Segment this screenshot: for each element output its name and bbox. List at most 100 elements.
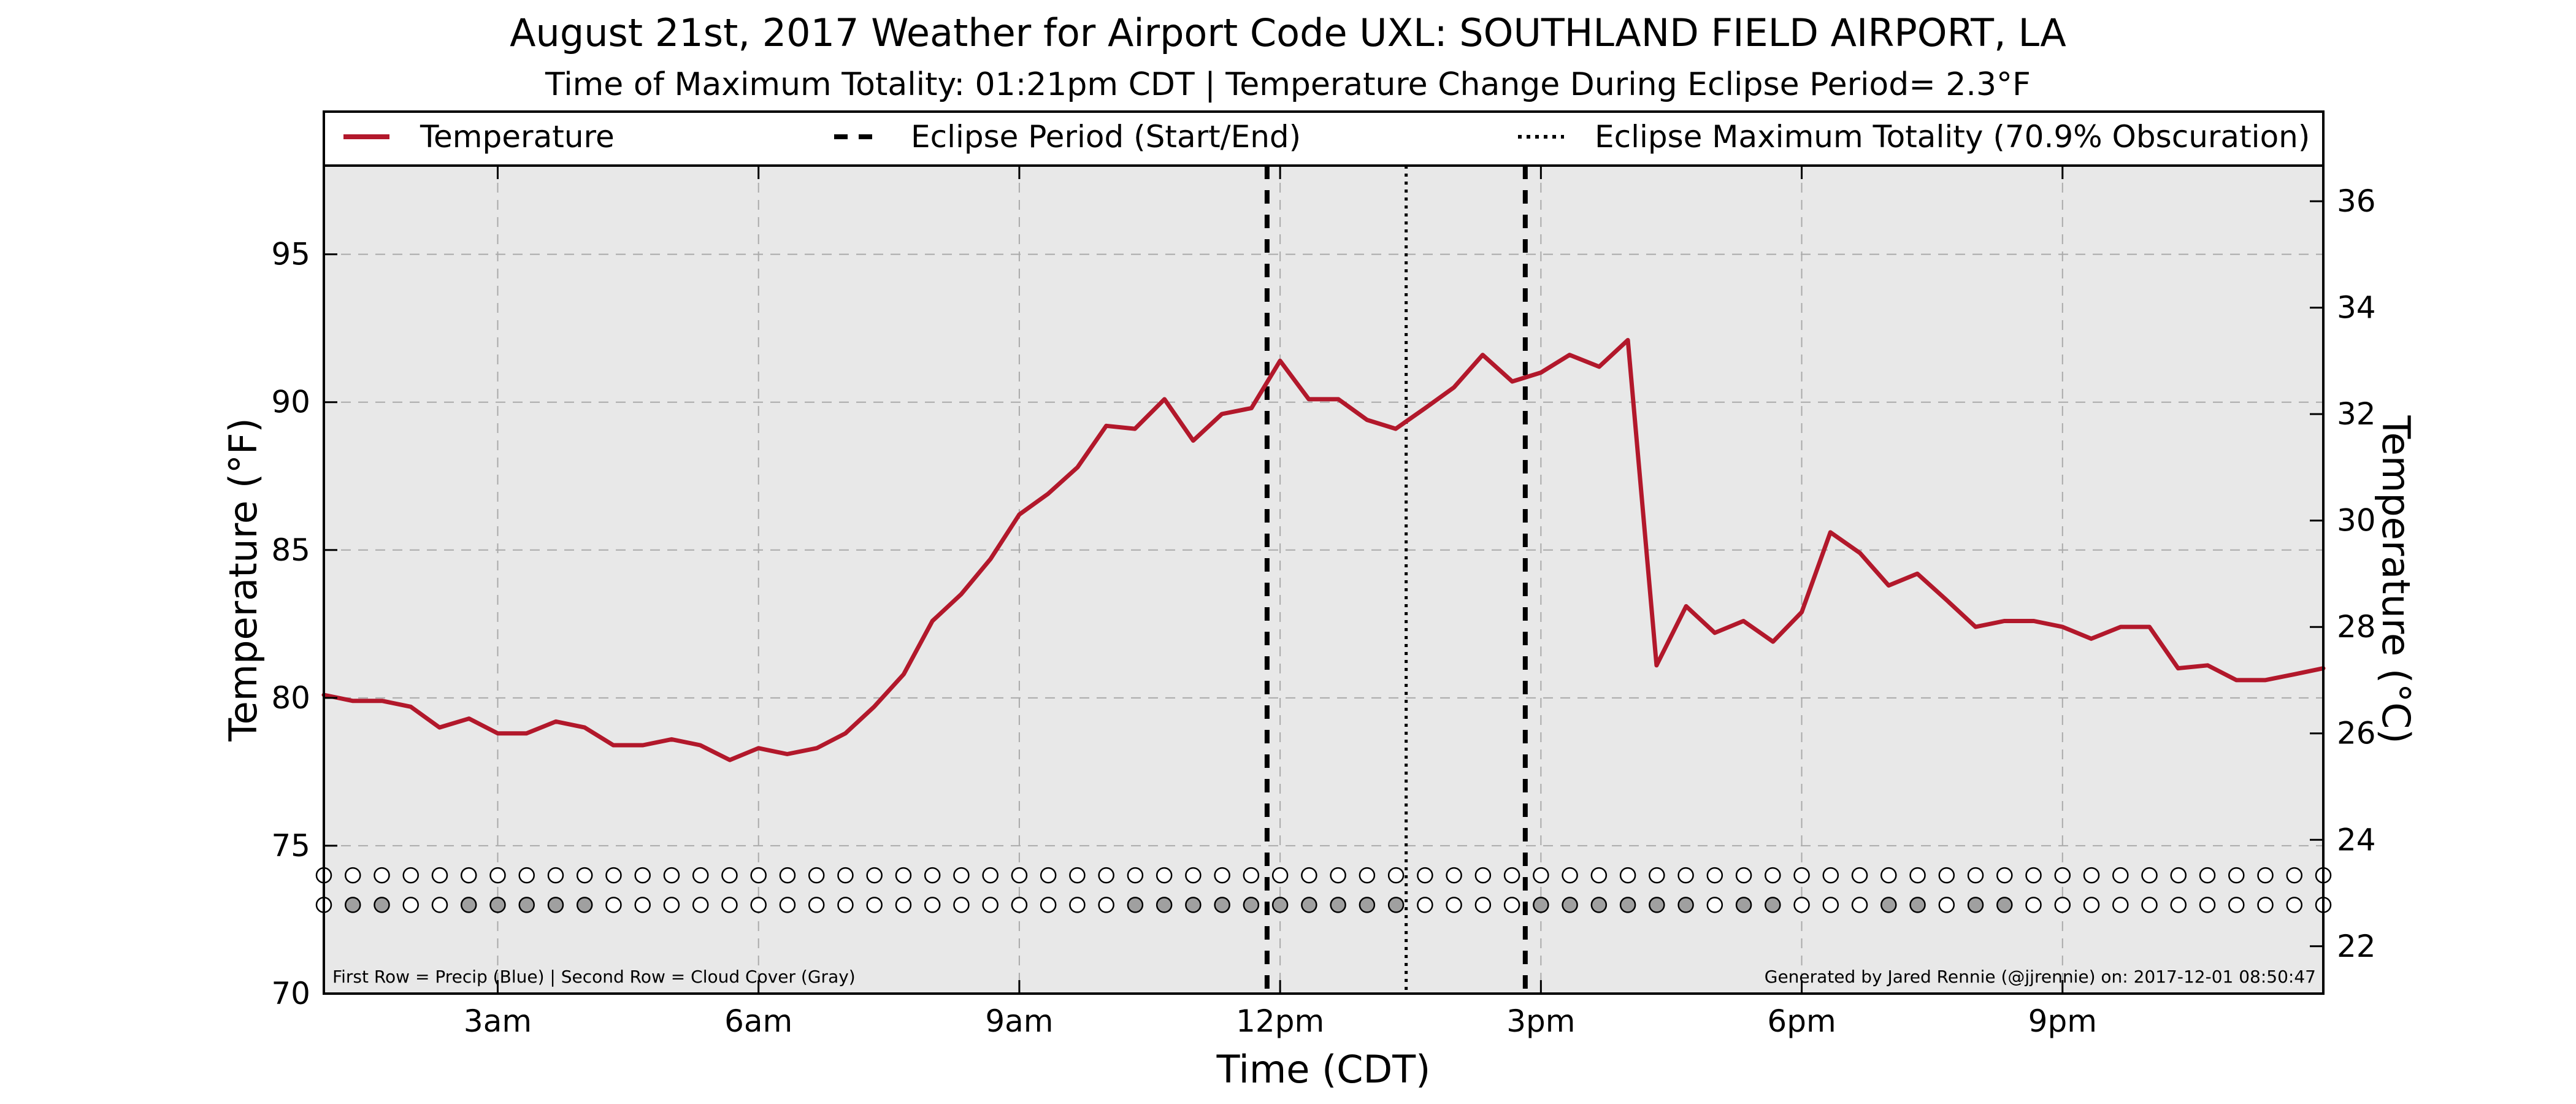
cloud-cover-marker	[1822, 897, 1839, 913]
y-tick-label-right: 34	[2337, 290, 2376, 326]
temperature-line	[321, 338, 2326, 762]
chart-title: August 21st, 2017 Weather for Airport Co…	[510, 10, 2066, 55]
precip-marker	[1735, 867, 1752, 884]
y-tick-label-left: 75	[271, 828, 310, 864]
precip-marker	[2112, 867, 2129, 884]
cloud-cover-marker	[779, 897, 796, 913]
precip-marker	[1677, 867, 1694, 884]
cloud-cover-marker	[692, 897, 709, 913]
precip-marker	[1417, 867, 1433, 884]
cloud-cover-marker	[1590, 897, 1608, 913]
footnote-right: Generated by Jared Rennie (@jjrennie) on…	[1765, 967, 2316, 987]
precip-marker	[2141, 867, 2158, 884]
precip-marker	[2257, 867, 2274, 884]
precip-marker	[1011, 867, 1028, 884]
cloud-cover-marker	[402, 897, 419, 913]
y-tick-label-right: 26	[2337, 716, 2376, 751]
y-tick-label-right: 36	[2337, 183, 2376, 219]
precip-marker	[779, 867, 796, 884]
cloud-cover-marker	[1011, 897, 1028, 913]
legend-eclipse-max-label: Eclipse Maximum Totality (70.9% Obscurat…	[1595, 119, 2310, 155]
precip-marker	[1590, 867, 1608, 884]
precip-marker	[2170, 867, 2187, 884]
precip-marker	[2054, 867, 2071, 884]
precip-marker	[866, 867, 883, 884]
cloud-cover-marker	[663, 897, 680, 913]
precip-marker	[1069, 867, 1086, 884]
precip-marker	[1619, 867, 1636, 884]
precip-marker	[1503, 867, 1520, 884]
precip-marker	[1822, 867, 1839, 884]
y-tick-label-left: 95	[271, 237, 310, 272]
cloud-cover-marker	[1069, 897, 1086, 913]
cloud-cover-marker	[1387, 897, 1405, 913]
precip-marker	[1938, 867, 1955, 884]
precip-marker	[344, 867, 361, 884]
cloud-cover-marker	[1271, 897, 1289, 913]
cloud-cover-marker	[953, 897, 970, 913]
cloud-cover-marker	[518, 897, 535, 913]
cloud-cover-marker	[1330, 897, 1346, 913]
precip-marker	[1330, 867, 1346, 884]
precip-marker	[1185, 867, 1202, 884]
axes: 3am 6am 9am 12pm 3pm 6pm 9pm 70 75 80 85 90 95 22 24 26…	[271, 166, 2376, 1039]
precip-marker	[1098, 867, 1114, 884]
cloud-cover-marker	[895, 897, 912, 913]
cloud-cover-marker	[2025, 897, 2042, 913]
precip-marker	[663, 867, 680, 884]
precip-marker	[518, 867, 535, 884]
chart-subtitle: Time of Maximum Totality: 01:21pm CDT | …	[545, 66, 2031, 103]
precip-marker	[692, 867, 709, 884]
legend: Temperature Eclipse Period (Start/End) E…	[323, 110, 2325, 167]
cloud-cover-marker	[1619, 897, 1636, 913]
precip-marker	[1474, 867, 1492, 884]
cloud-cover-marker	[2054, 897, 2071, 913]
x-tick-label: 3am	[464, 1003, 532, 1039]
cloud-cover-marker	[1040, 897, 1057, 913]
precip-marker	[1359, 867, 1376, 884]
legend-box	[323, 110, 2325, 167]
y-tick-label-right: 30	[2337, 503, 2376, 539]
precip-marker	[982, 867, 999, 884]
cloud-cover-marker	[489, 897, 506, 913]
cloud-cover-marker	[1649, 897, 1665, 913]
cloud-cover-marker	[374, 897, 390, 913]
precip-marker	[953, 867, 970, 884]
precip-marker	[1706, 867, 1723, 884]
y-tick-label-left: 80	[271, 680, 310, 716]
precip-marker	[750, 867, 767, 884]
temperature-series	[321, 338, 2326, 762]
precip-marker	[1301, 867, 1317, 884]
cloud-cover-marker	[808, 897, 825, 913]
precip-marker	[2228, 867, 2245, 884]
precip-marker	[837, 867, 854, 884]
y-tick-label-left: 85	[271, 532, 310, 568]
precip-marker	[2083, 867, 2100, 884]
precip-marker	[1533, 867, 1549, 884]
cloud-cover-marker	[1677, 897, 1694, 913]
cloud-cover-marker	[866, 897, 883, 913]
cloud-cover-marker	[1359, 897, 1376, 913]
y-tick-label-right: 28	[2337, 609, 2376, 645]
precip-marker	[1880, 867, 1897, 884]
y-tick-label-right: 32	[2337, 396, 2376, 432]
cloud-cover-marker	[1996, 897, 2013, 913]
y-axis-label-left: Temperature (°F)	[221, 418, 266, 742]
legend-eclipse-period-label: Eclipse Period (Start/End)	[911, 119, 1301, 155]
x-tick-label: 9am	[985, 1003, 1053, 1039]
cloud-cover-marker	[982, 897, 999, 913]
precip-marker	[374, 867, 390, 884]
cloud-cover-marker	[1446, 897, 1462, 913]
cloud-cover-marker	[1503, 897, 1520, 913]
eclipse-lines	[1264, 166, 1528, 994]
y-tick-label-right: 24	[2337, 822, 2376, 857]
precip-marker	[1156, 867, 1173, 884]
grid-lines	[324, 166, 2323, 994]
precip-marker	[489, 867, 506, 884]
precip-marker	[431, 867, 448, 884]
precip-marker	[547, 867, 564, 884]
cloud-cover-marker	[1417, 897, 1433, 913]
cloud-cover-marker	[837, 897, 854, 913]
cloud-cover-marker	[1474, 897, 1492, 913]
